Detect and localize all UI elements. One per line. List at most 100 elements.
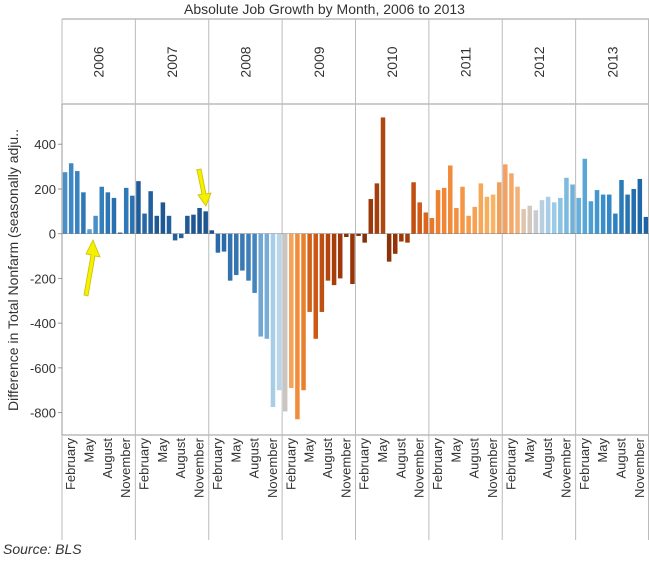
bar-2012-7 [539,200,545,234]
month-tick-2008-august: August [247,438,262,479]
bar-2009-6 [313,233,319,339]
bar-2012-3 [515,186,520,234]
y-tick-label: 200 [34,182,56,197]
bar-2010-2 [362,233,367,243]
bar-2009-12 [350,233,355,284]
year-label-2008: 2008 [237,46,253,77]
month-tick-2009-may: May [302,438,317,463]
bar-2006-1 [62,172,68,234]
bar-2013-12 [643,216,649,234]
bar-2013-4 [594,190,600,234]
year-label-2010: 2010 [384,46,400,77]
bar-2008-3 [221,233,227,252]
bar-2013-1 [576,197,581,234]
bar-2011-9 [478,183,484,234]
bar-2010-12 [423,212,429,234]
month-tick-2009-november: November [338,437,353,498]
bar-2012-6 [533,210,539,234]
bar-2009-3 [295,233,300,420]
year-label-2012: 2012 [531,46,547,77]
bar-2008-10 [264,233,270,339]
bar-2010-6 [386,233,392,262]
bar-2006-2 [68,163,74,234]
bar-2008-8 [252,233,257,293]
yellow-arrow-down-icon [195,168,212,207]
bar-2007-9 [185,215,190,234]
month-tick-2006-may: May [82,438,97,463]
month-tick-2007-may: May [155,438,170,463]
bar-2006-3 [75,171,80,234]
bar-2011-4 [448,165,453,234]
month-tick-2012-may: May [522,438,537,463]
bar-2010-3 [368,199,374,234]
bar-2006-10 [117,232,123,234]
bar-2012-2 [509,173,514,234]
bar-2007-3 [148,191,153,234]
y-tick-label: 400 [34,137,56,152]
bar-2006-9 [111,197,117,234]
month-tick-2013-may: May [595,438,610,463]
month-tick-2006-february: February [63,438,78,491]
month-tick-2011-february: February [430,438,445,491]
bar-2012-5 [527,205,533,234]
bar-2010-8 [399,233,404,242]
bar-2008-2 [215,233,221,253]
bar-2006-7 [99,186,104,234]
bar-2009-1 [282,233,288,412]
bar-2008-4 [227,233,233,281]
bar-2007-11 [197,207,202,234]
month-tick-2012-august: August [540,438,555,479]
bar-2006-5 [87,229,92,234]
bar-2008-7 [246,233,251,281]
month-tick-2012-february: February [503,438,518,491]
month-tick-2011-august: August [467,438,482,479]
bar-2011-1 [429,218,435,234]
bar-2009-2 [289,233,294,388]
month-tick-2010-may: May [375,438,390,463]
bar-2012-9 [551,202,557,234]
bar-2006-8 [105,192,111,234]
month-tick-2013-november: November [632,437,647,498]
month-tick-2013-february: February [577,438,592,491]
bar-2006-6 [93,215,98,234]
yellow-arrow-up-icon [83,239,101,297]
bar-2012-10 [558,197,563,234]
bar-2013-10 [631,188,636,234]
month-tick-2007-august: August [173,438,188,479]
y-axis-title: Difference in Total Nonfarm (seasonally … [5,129,21,411]
y-tick-label: -400 [30,316,56,331]
bar-2012-4 [521,209,526,234]
bar-2009-7 [319,233,325,312]
bar-2010-11 [417,202,422,234]
bar-2013-7 [613,213,618,234]
bar-2008-1 [209,230,215,234]
bar-2013-6 [607,194,612,234]
y-tick-label: 0 [49,227,56,242]
bar-2006-4 [81,192,86,234]
chart-title: Absolute Job Growth by Month, 2006 to 20… [184,1,465,17]
month-tick-2010-february: February [357,438,372,491]
bar-2007-5 [160,202,166,234]
bar-2007-7 [172,233,178,241]
bar-2010-9 [405,233,410,243]
bar-2012-8 [545,196,551,234]
bar-2011-8 [472,206,477,234]
bar-2011-5 [454,207,459,234]
bar-2010-1 [356,233,361,236]
bar-2009-10 [337,233,343,279]
year-label-2011: 2011 [458,47,474,77]
bar-2007-10 [191,214,196,234]
bar-2011-11 [490,194,496,234]
year-label-2006: 2006 [91,46,107,77]
month-tick-2012-november: November [558,437,573,498]
bar-2011-3 [441,187,447,234]
bar-2010-10 [411,182,416,234]
bar-2008-11 [270,233,276,407]
month-tick-2010-november: November [412,437,427,498]
bar-2013-8 [619,180,624,234]
source-note: Source: BLS [3,541,82,557]
bar-2007-12 [203,211,208,234]
bar-2008-9 [258,233,263,337]
year-label-2009: 2009 [311,46,327,77]
